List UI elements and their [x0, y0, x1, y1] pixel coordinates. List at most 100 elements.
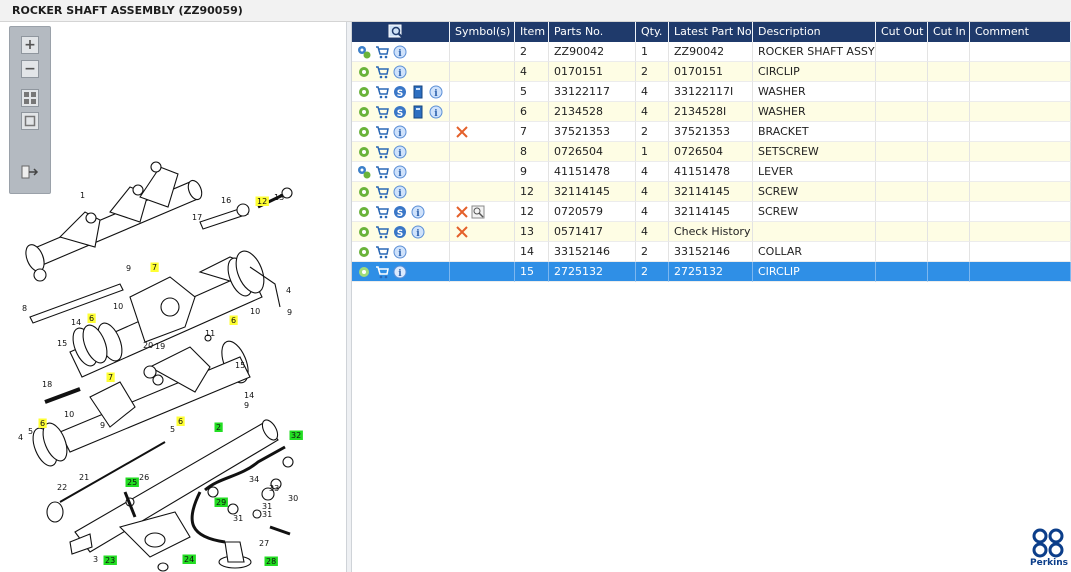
shopping-cart-icon[interactable] — [375, 205, 389, 219]
table-row[interactable]: i 15 2725132 2 2725132 CIRCLIP — [352, 262, 1071, 282]
callout-label[interactable]: 15 — [57, 339, 67, 348]
info-icon[interactable]: i — [393, 125, 407, 139]
info-icon[interactable]: i — [429, 85, 443, 99]
info-icon[interactable]: i — [393, 65, 407, 79]
column-header[interactable]: Cut In — [928, 22, 970, 42]
callout-label[interactable]: 5 — [28, 427, 33, 436]
service-s-icon[interactable]: S — [393, 105, 407, 119]
callout-label[interactable]: 7 — [150, 262, 159, 273]
callout-label[interactable]: 6 — [87, 313, 96, 324]
shopping-cart-icon[interactable] — [375, 165, 389, 179]
callout-label[interactable]: 27 — [259, 539, 269, 548]
callout-label[interactable]: 34 — [249, 475, 259, 484]
shopping-cart-icon[interactable] — [375, 45, 389, 59]
callout-label[interactable]: 26 — [139, 473, 149, 482]
info-icon[interactable]: i — [393, 165, 407, 179]
callout-label[interactable]: 33 — [269, 484, 279, 493]
info-icon[interactable]: i — [393, 45, 407, 59]
column-header[interactable]: Symbol(s) — [450, 22, 515, 42]
column-header[interactable]: Cut Out — [876, 22, 928, 42]
callout-label[interactable]: 5 — [170, 425, 175, 434]
column-header[interactable]: Parts No. — [549, 22, 636, 42]
table-row[interactable]: i 7 37521353 2 37521353 BRACKET — [352, 122, 1071, 142]
callout-label[interactable]: 10 — [64, 410, 74, 419]
info-icon[interactable]: i — [393, 185, 407, 199]
callout-label[interactable]: 23 — [103, 555, 117, 566]
callout-label[interactable]: 9 — [244, 401, 249, 410]
callout-label[interactable]: 7 — [106, 372, 115, 383]
callout-label[interactable]: 29 — [214, 497, 228, 508]
callout-label[interactable]: 32 — [289, 430, 303, 441]
settings-gear-icon[interactable] — [357, 85, 371, 99]
callout-label[interactable]: 22 — [57, 483, 67, 492]
settings-gear-icon[interactable] — [357, 225, 371, 239]
service-s-icon[interactable]: S — [393, 225, 407, 239]
callout-label[interactable]: 8 — [22, 304, 27, 313]
callout-label[interactable]: 24 — [182, 554, 196, 565]
info-icon[interactable]: i — [411, 225, 425, 239]
manual-book-icon[interactable] — [411, 85, 425, 99]
callout-label[interactable]: 2 — [214, 422, 223, 433]
callout-label[interactable]: 19 — [155, 342, 165, 351]
service-s-icon[interactable]: S — [393, 205, 407, 219]
table-row[interactable]: i 8 0726504 1 0726504 SETSCREW — [352, 142, 1071, 162]
shopping-cart-icon[interactable] — [375, 85, 389, 99]
callout-label[interactable]: 20 — [143, 341, 153, 350]
callout-label[interactable]: 18 — [42, 380, 52, 389]
callout-label[interactable]: 9 — [126, 264, 131, 273]
manual-book-icon[interactable] — [411, 105, 425, 119]
settings-gear-icon[interactable] — [357, 105, 371, 119]
info-icon[interactable]: i — [429, 105, 443, 119]
callout-label[interactable]: 6 — [229, 315, 238, 326]
callout-label[interactable]: 6 — [38, 418, 47, 429]
callout-label[interactable]: 14 — [71, 318, 81, 327]
callout-label[interactable]: 10 — [113, 302, 123, 311]
pane-splitter[interactable] — [346, 22, 352, 572]
column-header[interactable]: Comment — [970, 22, 1071, 42]
actual-size-button[interactable] — [21, 112, 39, 130]
callout-label[interactable]: 21 — [79, 473, 89, 482]
shopping-cart-icon[interactable] — [375, 145, 389, 159]
diagram-pane[interactable]: + − — [0, 22, 346, 572]
shopping-cart-icon[interactable] — [375, 245, 389, 259]
callout-label[interactable]: 13 — [274, 193, 284, 202]
table-row[interactable]: i 12 32114145 4 32114145 SCREW — [352, 182, 1071, 202]
filter-icon[interactable] — [388, 24, 404, 40]
settings-gear-icon[interactable] — [357, 205, 371, 219]
callout-label[interactable]: 3 — [93, 555, 98, 564]
info-icon[interactable]: i — [393, 265, 407, 279]
shopping-cart-icon[interactable] — [375, 125, 389, 139]
info-icon[interactable]: i — [393, 245, 407, 259]
callout-label[interactable]: 30 — [288, 494, 298, 503]
callout-label[interactable]: 31 — [262, 510, 272, 519]
callout-label[interactable]: 15 — [235, 361, 245, 370]
info-icon[interactable]: i — [393, 145, 407, 159]
callout-label[interactable]: 31 — [233, 514, 243, 523]
callout-label[interactable]: 10 — [250, 307, 260, 316]
zoom-out-button[interactable]: − — [21, 60, 39, 78]
settings-gear-icon[interactable] — [357, 245, 371, 259]
shopping-cart-icon[interactable] — [375, 105, 389, 119]
gears-icon[interactable] — [357, 45, 371, 59]
callout-label[interactable]: 31 — [262, 502, 272, 511]
callout-label[interactable]: 11 — [205, 329, 215, 338]
shopping-cart-icon[interactable] — [375, 265, 389, 279]
zoom-in-button[interactable]: + — [21, 36, 39, 54]
column-header[interactable]: Item — [515, 22, 549, 42]
callout-label[interactable]: 17 — [192, 213, 202, 222]
table-row[interactable]: i 4 0170151 2 0170151 CIRCLIP — [352, 62, 1071, 82]
column-header[interactable]: Description — [753, 22, 876, 42]
settings-gear-icon[interactable] — [357, 145, 371, 159]
callout-label[interactable]: 4 — [286, 286, 291, 295]
callout-label[interactable]: 9 — [100, 421, 105, 430]
shopping-cart-icon[interactable] — [375, 65, 389, 79]
column-header-tools[interactable] — [352, 22, 450, 42]
magnifier-symbol-icon[interactable] — [471, 205, 485, 219]
settings-gear-icon[interactable] — [357, 185, 371, 199]
service-s-icon[interactable]: S — [393, 85, 407, 99]
callout-label[interactable]: 12 — [255, 196, 269, 207]
